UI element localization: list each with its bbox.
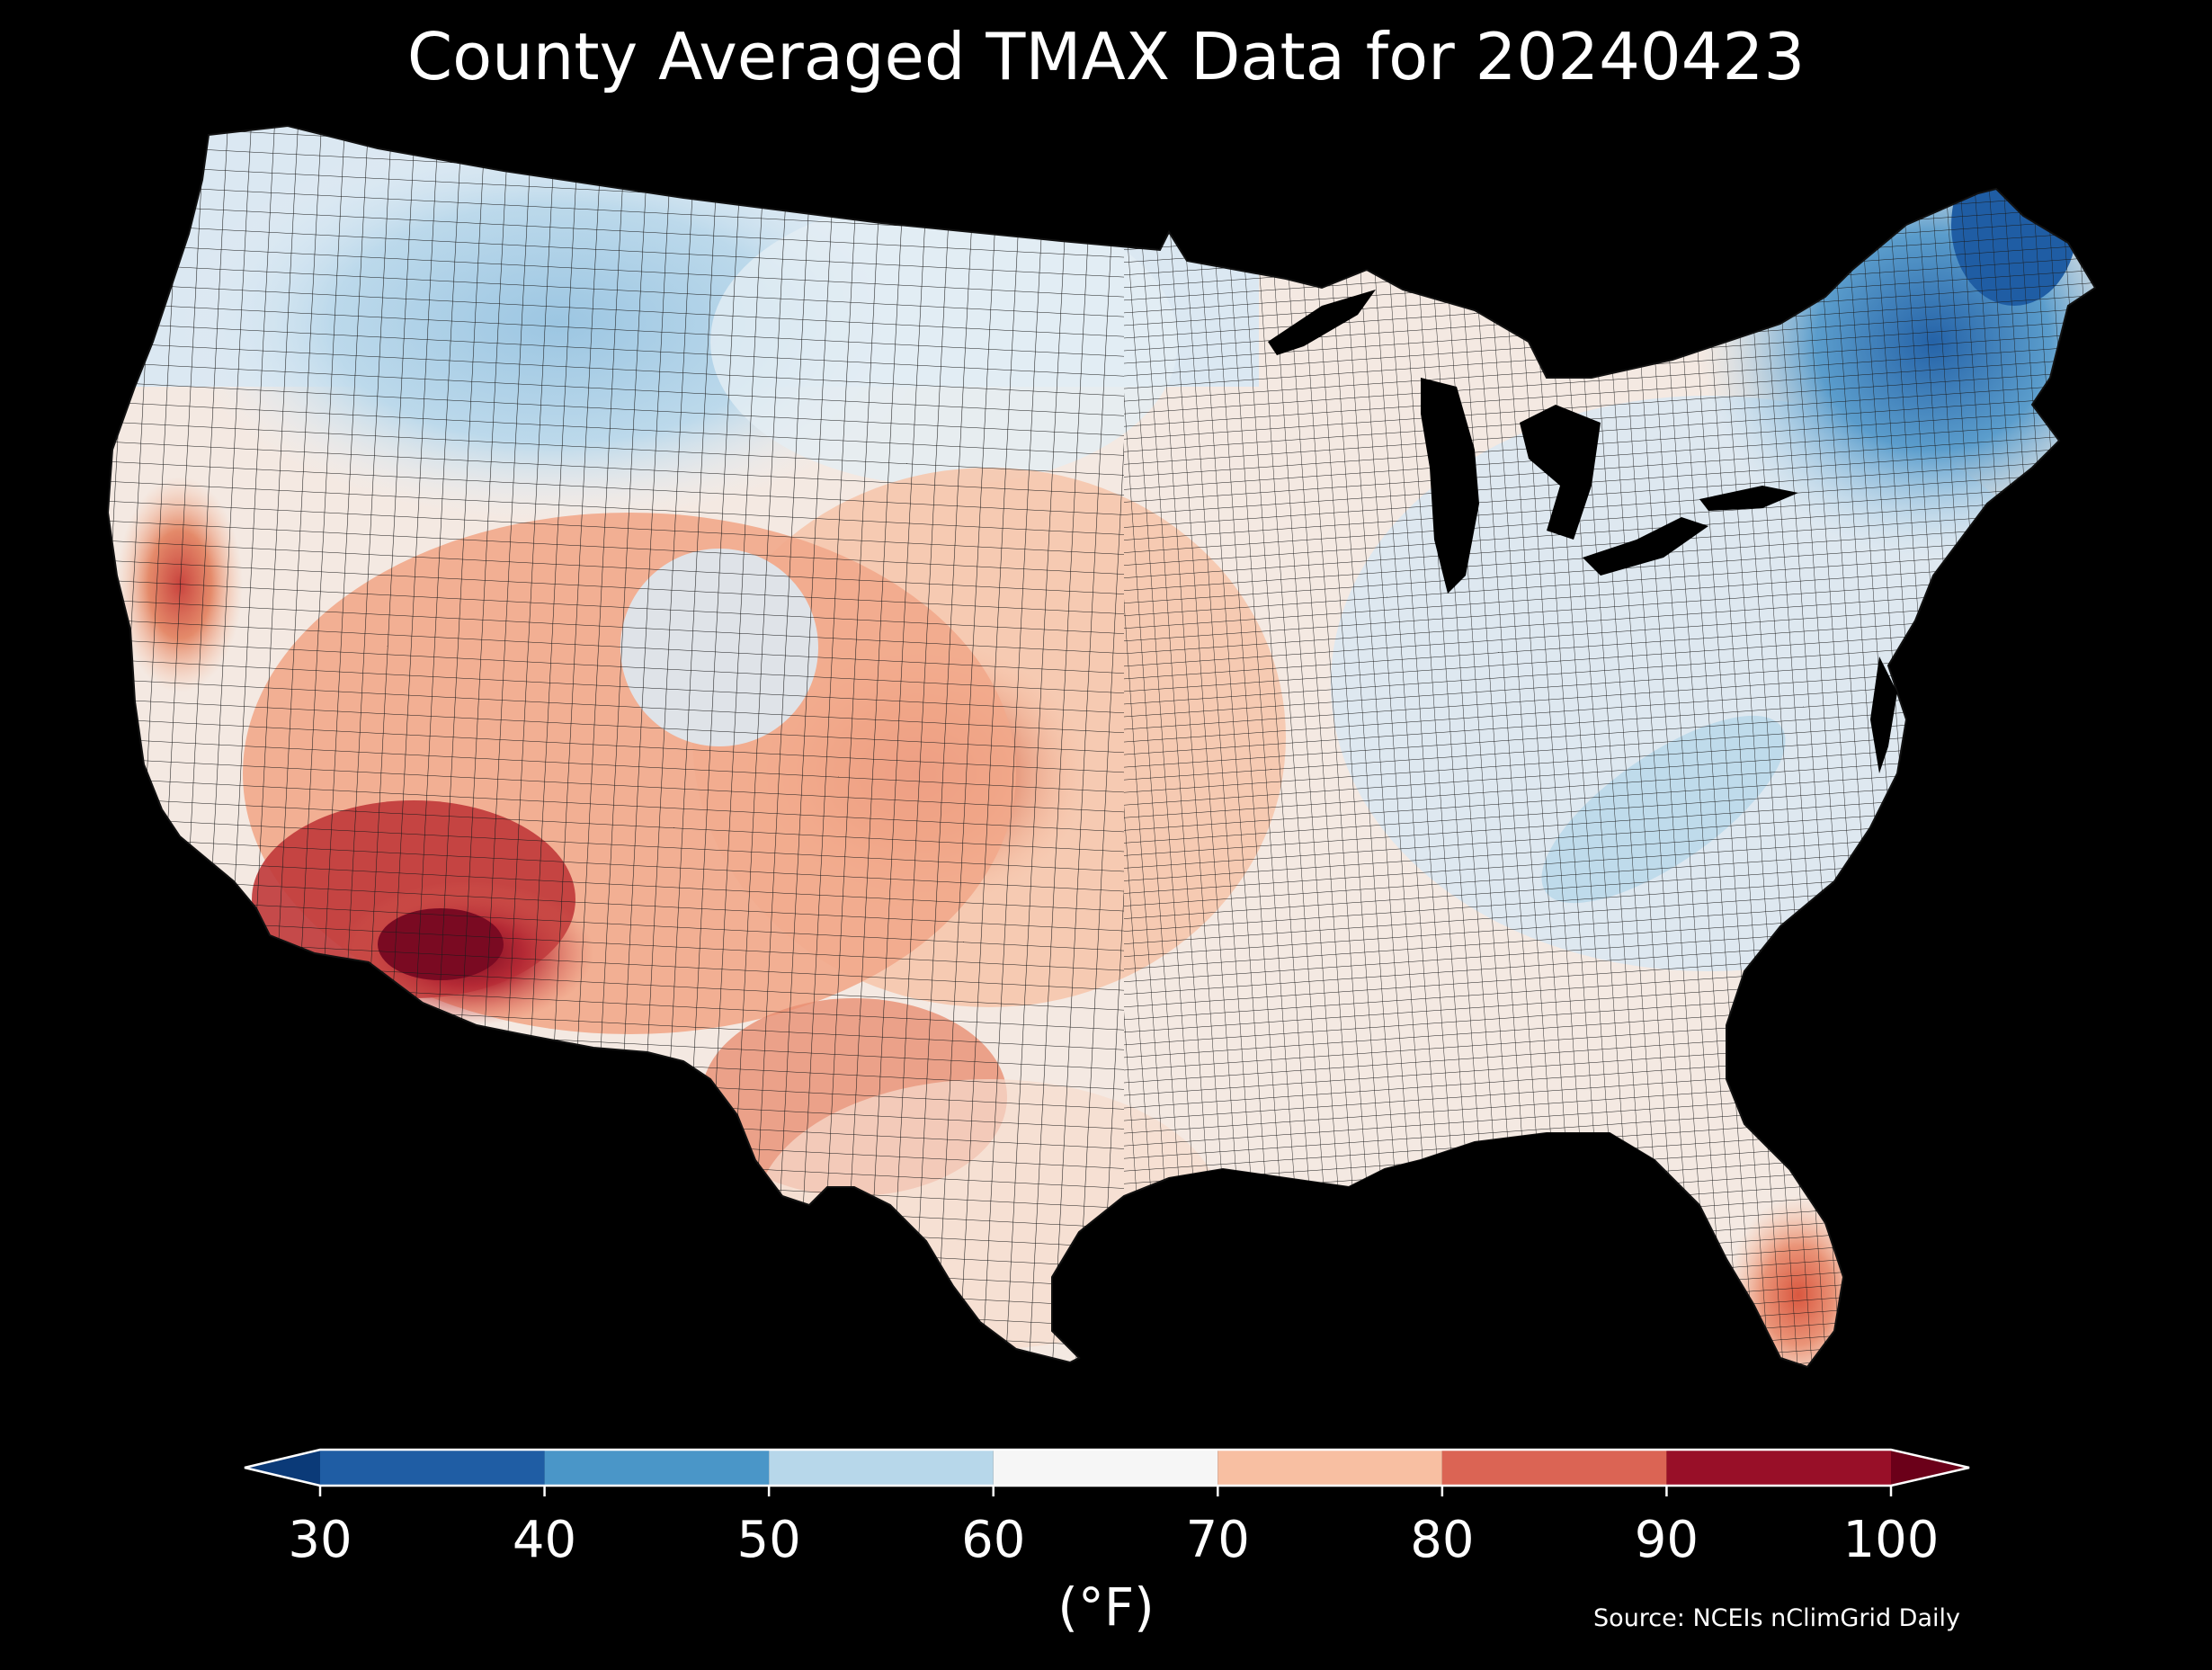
colorbar-tick-label: 60 bbox=[961, 1511, 1026, 1569]
great-lakes bbox=[1268, 290, 1897, 773]
colorbar-tick-label: 70 bbox=[1185, 1511, 1250, 1569]
gulf-water bbox=[1169, 1133, 1672, 1241]
colorbar-tick-label: 50 bbox=[736, 1511, 801, 1569]
source-note: Source: NCEIs nClimGrid Daily bbox=[1593, 1604, 1960, 1632]
map-title: County Averaged TMAX Data for 20240423 bbox=[406, 19, 1806, 94]
colorbar-tick-label: 100 bbox=[1842, 1511, 1940, 1569]
colorbar-tick-label: 80 bbox=[1410, 1511, 1475, 1569]
us-outline bbox=[106, 124, 2097, 1369]
colorbar-unit-label: (°F) bbox=[1057, 1576, 1155, 1638]
colorbar-tick-label: 90 bbox=[1634, 1511, 1699, 1569]
colorbar-tick-label: 30 bbox=[288, 1511, 352, 1569]
colorbar-tick-label: 40 bbox=[512, 1511, 577, 1569]
county-fill-layer bbox=[108, 126, 2095, 1367]
